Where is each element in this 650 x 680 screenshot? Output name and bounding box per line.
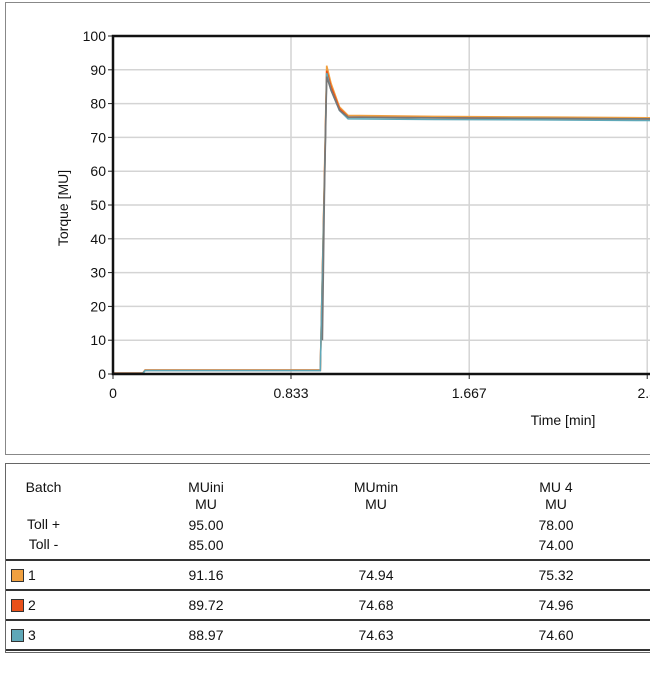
batch-number: 3 — [28, 627, 36, 643]
y-tick-label: 30 — [90, 265, 106, 281]
plot-frame — [111, 34, 650, 376]
header-mu4-unit: MU — [545, 496, 567, 512]
x-axis-label: Time [min] — [531, 412, 596, 428]
x-tick-label: 1.667 — [452, 385, 487, 401]
y-tick-label: 0 — [98, 366, 106, 382]
batch-number: 2 — [28, 597, 36, 613]
toll-plus-muini: 95.00 — [188, 517, 224, 533]
mumin-value: 74.94 — [358, 567, 394, 583]
y-tick-label: 20 — [90, 298, 106, 314]
y-tick-label: 70 — [90, 129, 106, 145]
header-muini: MUini — [188, 479, 224, 495]
muini-value: 91.16 — [188, 567, 224, 583]
series-color-swatch — [11, 629, 24, 642]
toll-minus-mu4: 74.00 — [538, 537, 574, 553]
table-row[interactable]: 3 88.97 74.63 74.60 — [6, 619, 650, 650]
header-mumin-unit: MU — [365, 496, 387, 512]
header-mu4: MU 4 — [539, 479, 573, 495]
y-tick-label: 90 — [90, 62, 106, 78]
y-tick-label: 50 — [90, 197, 106, 213]
chart-panel: 0 10 20 30 40 50 60 70 80 90 100 0 0.833 1.667 2.5 Time… — [5, 2, 650, 455]
header-mumin: MUmin — [353, 479, 399, 495]
y-axis-label: Torque [MU] — [55, 170, 71, 246]
table-divider — [6, 649, 650, 680]
series-color-swatch — [11, 569, 24, 582]
toll-plus-label: Toll + — [26, 516, 61, 532]
y-tick-label: 80 — [90, 96, 106, 112]
mu4-value: 75.32 — [538, 567, 574, 583]
toll-minus-muini: 85.00 — [188, 537, 224, 553]
results-table: Batch MUini MU MUmin MU MU 4 MU Toll + T… — [5, 463, 650, 653]
muini-value: 89.72 — [188, 597, 224, 613]
header-batch: Batch — [25, 479, 62, 495]
series-color-swatch — [11, 599, 24, 612]
batch-number: 1 — [28, 567, 36, 583]
toll-minus-label: Toll - — [28, 536, 59, 552]
x-tick-label: 0.833 — [273, 385, 308, 401]
toll-plus-mu4: 78.00 — [538, 517, 574, 533]
table-row[interactable]: 1 91.16 74.94 75.32 — [6, 559, 650, 590]
mu4-value: 74.60 — [538, 627, 574, 643]
series-line-1 — [113, 65, 650, 374]
muini-value: 88.97 — [188, 627, 224, 643]
series-line-overlay — [321, 76, 650, 341]
mumin-value: 74.68 — [358, 597, 394, 613]
mumin-value: 74.63 — [358, 627, 394, 643]
x-tick-label: 2.5 — [637, 385, 650, 401]
mu4-value: 74.96 — [538, 597, 574, 613]
y-tick-label: 100 — [83, 28, 107, 44]
y-tick-label: 10 — [90, 332, 106, 348]
y-tick-label: 40 — [90, 231, 106, 247]
torque-chart: 0 10 20 30 40 50 60 70 80 90 100 0 0.833 1.667 2.5 Time… — [55, 28, 650, 428]
table-row[interactable]: 2 89.72 74.68 74.96 — [6, 589, 650, 620]
x-tick-label: 0 — [109, 385, 117, 401]
y-tick-label: 60 — [90, 163, 106, 179]
header-muini-unit: MU — [195, 496, 217, 512]
